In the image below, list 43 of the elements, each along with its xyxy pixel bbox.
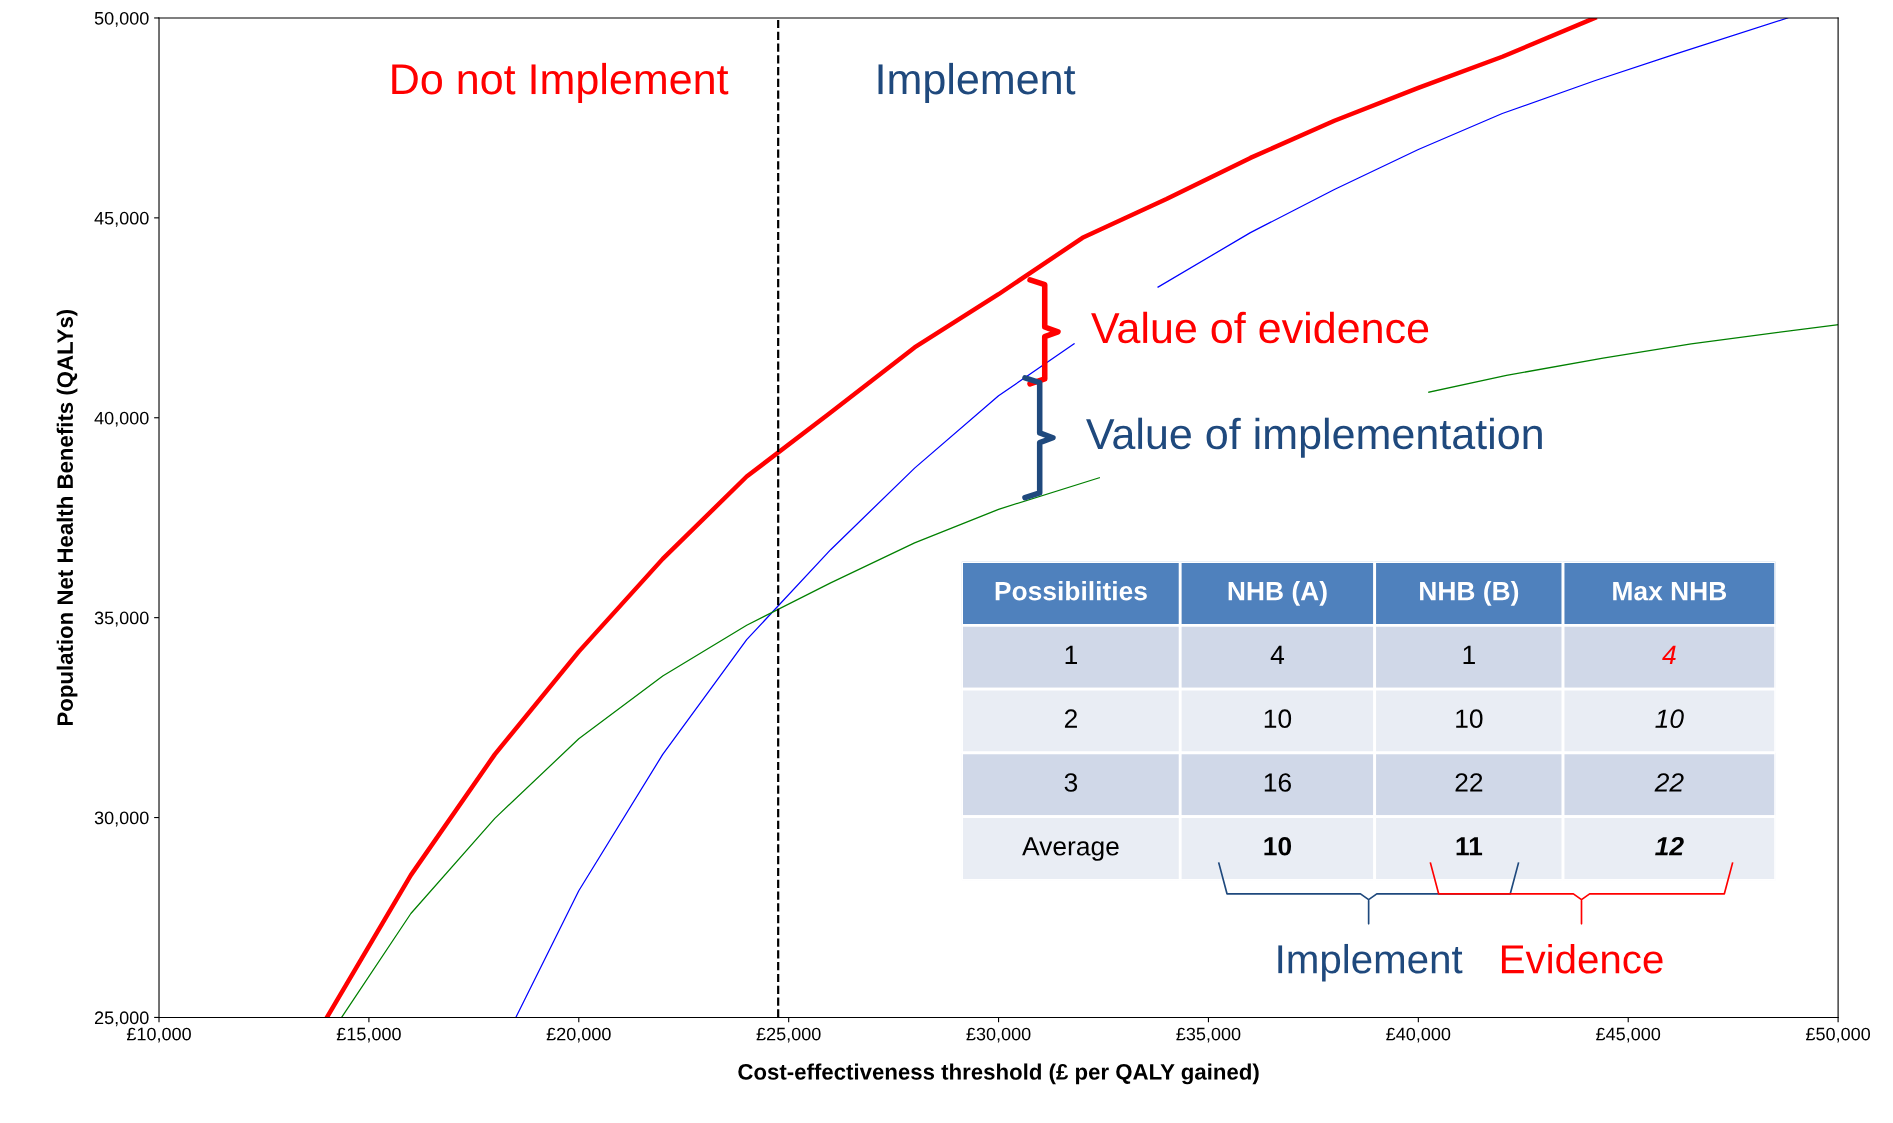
y-tick-label: 50,000 xyxy=(94,11,149,27)
text: 10 xyxy=(1655,709,1684,729)
x-tick-label: £35,000 xyxy=(1176,1027,1241,1043)
category-label: NHB (A) xyxy=(1228,581,1327,606)
x-tick-label: £50,000 xyxy=(1805,1027,1871,1043)
text: 11 xyxy=(1456,837,1483,856)
annotation: Do not Implement xyxy=(392,62,729,103)
text: 12 xyxy=(1655,836,1684,856)
x-tick-label: £45,000 xyxy=(1596,1027,1661,1043)
annotation: Evidence xyxy=(1501,943,1663,974)
text: 10 xyxy=(1456,709,1483,729)
x-tick-label: £25,000 xyxy=(756,1027,821,1043)
x-tick-label: £40,000 xyxy=(1386,1027,1451,1043)
text: 10 xyxy=(1264,709,1292,729)
x-tick-label: £30,000 xyxy=(966,1027,1031,1043)
y-tick-label: 40,000 xyxy=(94,411,149,427)
text: 16 xyxy=(1264,773,1291,792)
annotation: Implement xyxy=(1278,943,1463,982)
y-tick-label: 30,000 xyxy=(94,811,149,827)
category-label: Average xyxy=(1022,837,1119,861)
text: 1 xyxy=(1463,645,1475,664)
category-label: 3 xyxy=(1064,773,1078,792)
annotation: Implement xyxy=(878,62,1076,103)
y-tick-label: 45,000 xyxy=(94,211,149,227)
x-tick-label: £20,000 xyxy=(546,1027,611,1043)
y-tick-label: 35,000 xyxy=(94,611,149,627)
category-label: Max NHB xyxy=(1613,582,1727,601)
text: 10 xyxy=(1264,836,1292,856)
x-tick-label: £15,000 xyxy=(336,1027,401,1043)
annotation: Value of evidence xyxy=(1091,311,1429,344)
y-tick-label: 25,000 xyxy=(94,1011,149,1027)
text: 22 xyxy=(1654,773,1684,792)
y-axis-title: Population Net Health Benefits (QALYs) xyxy=(56,309,78,726)
text: 4 xyxy=(1662,645,1676,664)
category-label: 2 xyxy=(1064,709,1077,728)
category-label: NHB (B) xyxy=(1420,581,1519,606)
text: 22 xyxy=(1455,773,1483,792)
category-label: 1 xyxy=(1065,645,1077,664)
annotation: Value of implementation xyxy=(1086,417,1542,458)
text: 4 xyxy=(1270,645,1285,664)
x-tick-label: £10,000 xyxy=(126,1027,191,1043)
category-label: Possibilities xyxy=(995,581,1147,601)
x-axis-title: Cost-effectiveness threshold (£ per QALY gained) xyxy=(738,1063,1259,1085)
